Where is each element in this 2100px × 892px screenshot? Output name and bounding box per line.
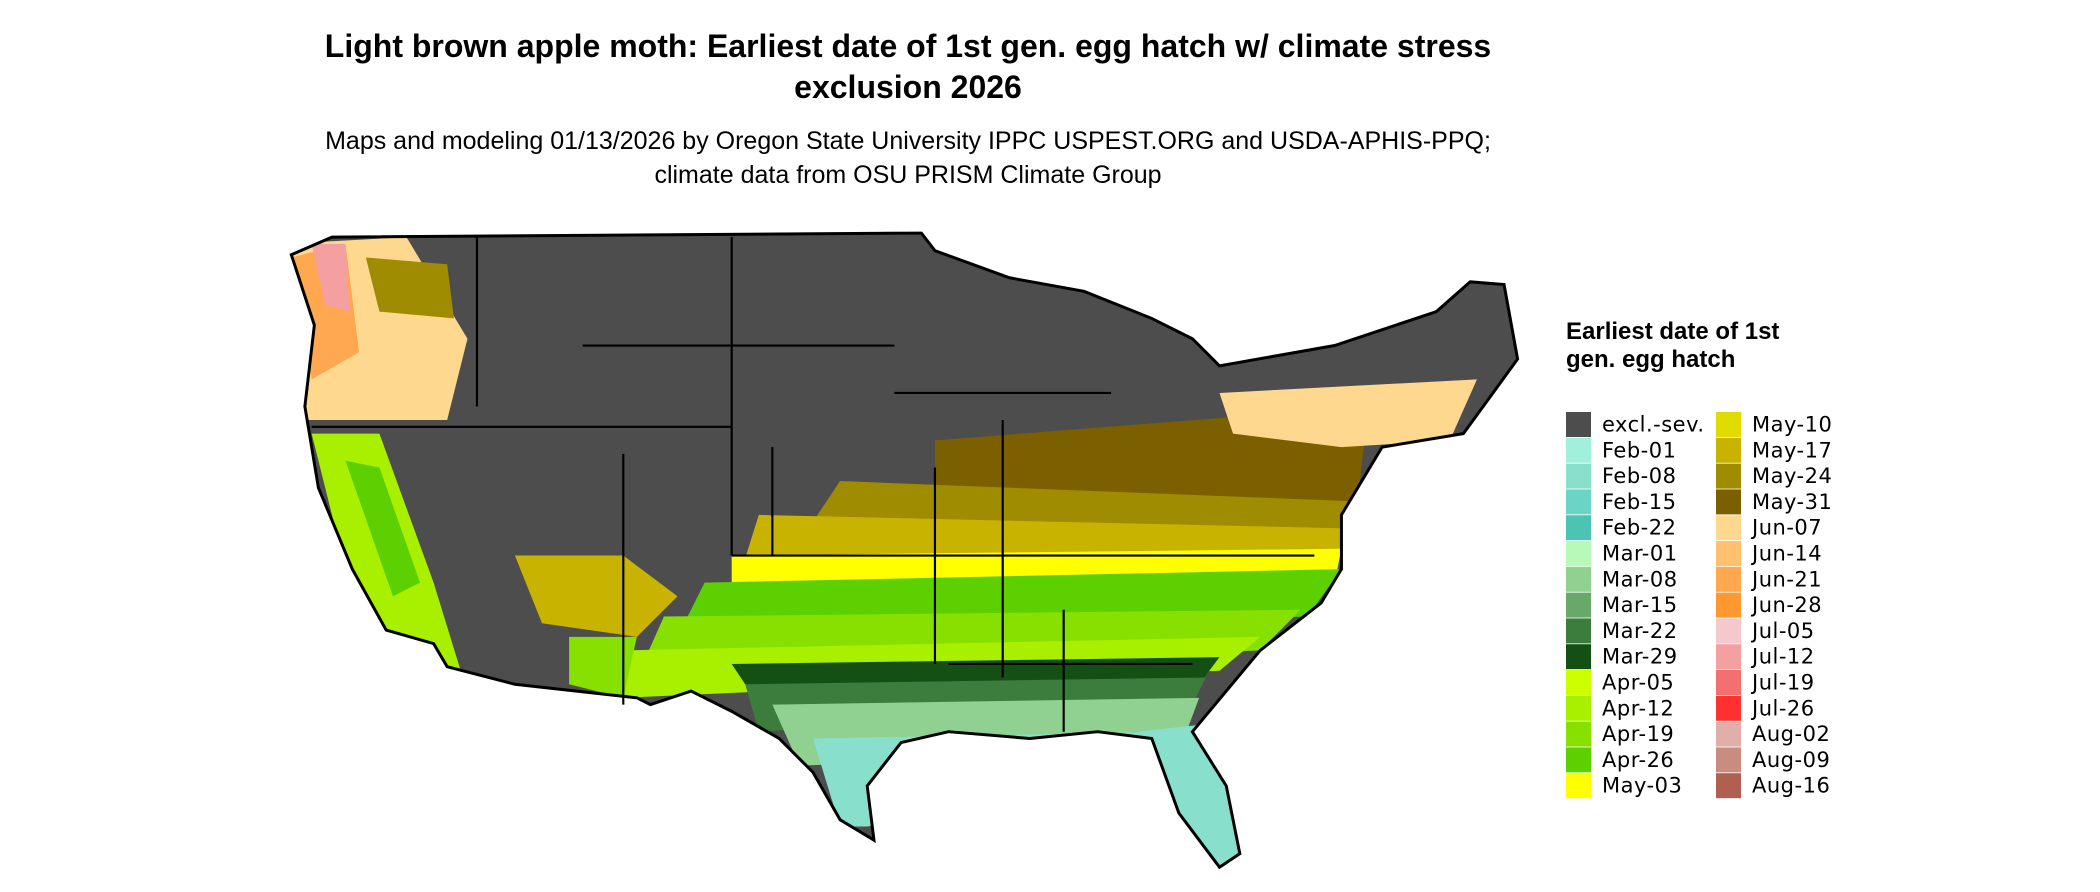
hatch-region	[311, 243, 350, 312]
legend-swatch	[1716, 644, 1741, 670]
us-outline	[289, 231, 1520, 870]
legend-label: Mar-29	[1602, 645, 1678, 669]
hatch-region	[365, 257, 454, 319]
legend-swatch	[1566, 644, 1591, 670]
legend-swatch	[1716, 592, 1741, 618]
legend-swatch	[1566, 592, 1591, 618]
legend-label: May-24	[1752, 464, 1832, 488]
legend-label: Apr-19	[1602, 722, 1674, 746]
legend-label: Feb-15	[1602, 490, 1676, 514]
legend-label: Feb-22	[1602, 516, 1676, 540]
legend-label: Jun-14	[1750, 542, 1822, 566]
legend-label: Mar-15	[1602, 593, 1678, 617]
legend-swatch	[1566, 721, 1591, 747]
legend-label: Aug-09	[1752, 748, 1830, 772]
legend-label: Jun-21	[1750, 567, 1822, 591]
legend-swatch	[1716, 721, 1741, 747]
legend-swatch	[1566, 566, 1591, 592]
legend-swatch	[1566, 670, 1591, 695]
legend-label: Apr-05	[1602, 671, 1674, 695]
legend-label: Aug-16	[1752, 774, 1830, 798]
map-subtitle: Maps and modeling 01/13/2026 by Oregon S…	[325, 127, 1491, 189]
legend-swatch	[1716, 747, 1741, 773]
legend-label: May-31	[1752, 490, 1832, 514]
legend-label: Apr-26	[1602, 748, 1674, 772]
hatch-region	[569, 636, 637, 698]
legend: excl.-sev.Feb-01Feb-08Feb-15Feb-22Mar-01…	[1566, 412, 1832, 799]
legend-label: Jun-28	[1750, 593, 1822, 617]
legend-swatch	[1716, 437, 1741, 463]
hatch-region	[1219, 379, 1477, 448]
legend-swatch	[1566, 773, 1591, 799]
legend-swatch	[1716, 515, 1741, 541]
legend-swatch	[1716, 618, 1741, 644]
legend-label: Jul-05	[1750, 619, 1815, 643]
legend-swatch	[1716, 541, 1741, 566]
legend-label: Aug-02	[1752, 722, 1830, 746]
hatch-region	[514, 555, 678, 637]
legend-label: Mar-08	[1602, 567, 1678, 591]
legend-swatch	[1716, 463, 1741, 489]
legend-swatch	[1566, 437, 1591, 463]
legend-label: Jun-07	[1750, 516, 1822, 540]
legend-swatch	[1566, 412, 1591, 437]
legend-swatch	[1716, 566, 1741, 592]
hatch-region	[345, 460, 421, 597]
legend-swatch	[1716, 412, 1741, 437]
legend-label: Jul-26	[1750, 696, 1815, 720]
map-title: Light brown apple moth: Earliest date of…	[324, 28, 1492, 105]
legend-swatch	[1566, 618, 1591, 644]
legend-swatch	[1716, 695, 1741, 721]
legend-label: Jul-19	[1750, 671, 1815, 695]
state-borders	[311, 237, 1315, 732]
legend-swatch	[1566, 515, 1591, 541]
legend-swatch	[1566, 463, 1591, 489]
hatch-region	[813, 731, 1179, 827]
legend-label: excl.-sev.	[1602, 413, 1705, 437]
legend-label: Mar-01	[1602, 542, 1678, 566]
legend-label: Mar-22	[1602, 619, 1678, 643]
legend-label: May-17	[1752, 438, 1832, 462]
legend-label: Feb-08	[1602, 464, 1676, 488]
legend-label: May-10	[1752, 413, 1832, 437]
legend-label: Feb-01	[1602, 438, 1676, 462]
legend-label: Apr-12	[1602, 696, 1674, 720]
legend-swatch	[1716, 773, 1741, 799]
legend-label: May-03	[1602, 774, 1682, 798]
legend-swatch	[1566, 541, 1591, 566]
legend-swatch	[1566, 489, 1591, 515]
legend-swatch	[1716, 489, 1741, 515]
legend-title: Earliest date of 1st gen. egg hatch	[1566, 318, 1780, 373]
legend-swatch	[1716, 670, 1741, 695]
legend-label: Jul-12	[1750, 645, 1815, 669]
legend-swatch	[1566, 695, 1591, 721]
legend-swatch	[1566, 747, 1591, 773]
